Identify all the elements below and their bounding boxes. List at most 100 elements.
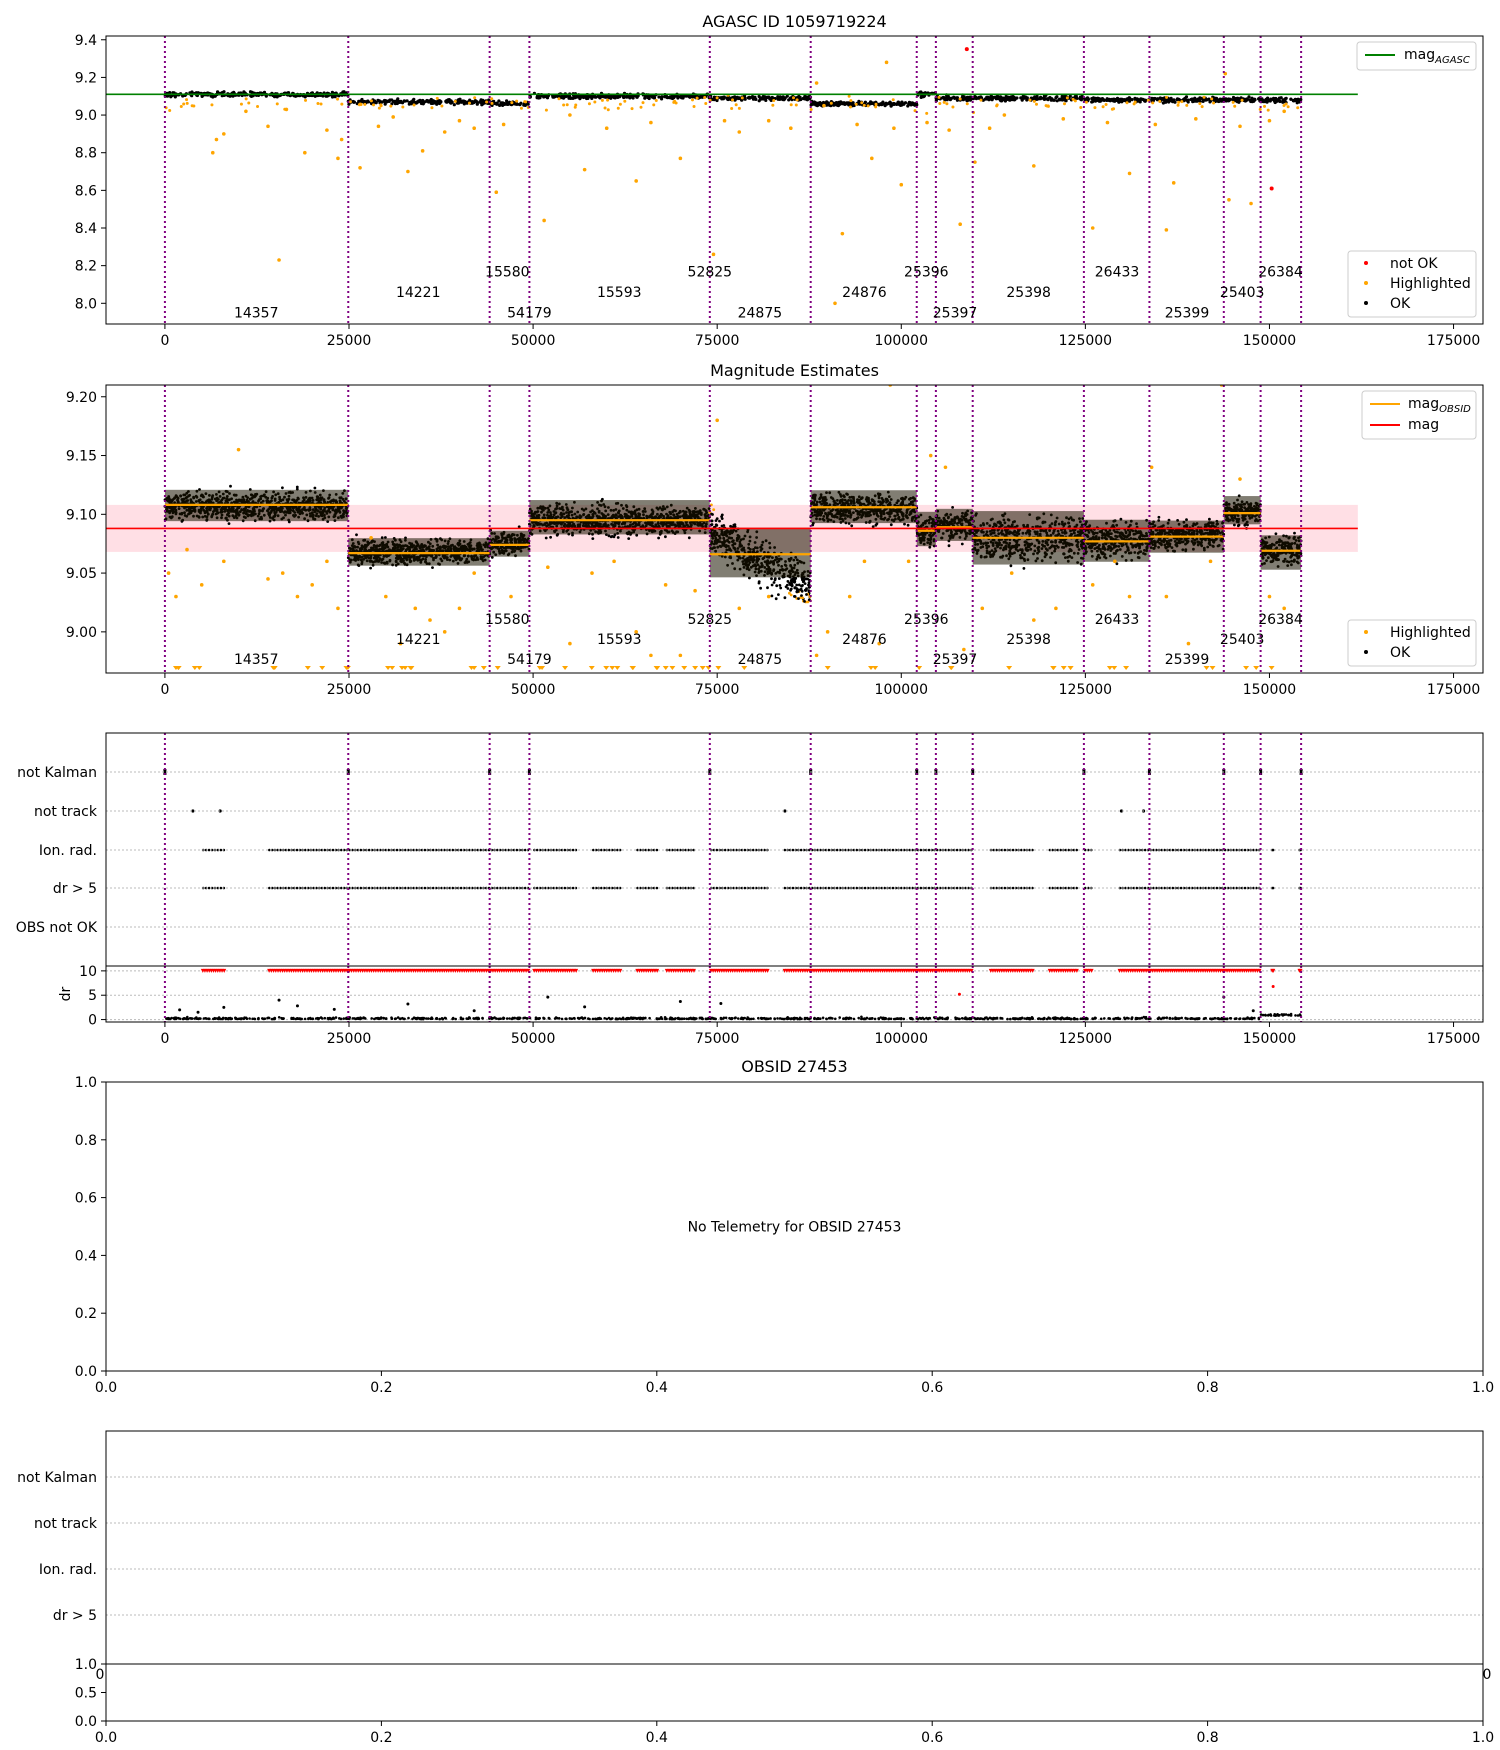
agasc-highlighted-point [942,100,946,104]
agasc-obsid-label: 24875 [738,306,783,322]
agasc-highlighted-point [1267,118,1272,123]
agasc-highlighted-point [519,106,523,110]
agasc-highlighted-point [376,124,381,129]
agasc-ok-point [900,103,904,107]
agasc-ok-point [836,103,840,108]
agasc-highlighted-point [401,105,405,109]
agasc-highlighted-point [945,102,949,106]
agasc-ok-point [604,94,608,98]
agasc-ok-point [352,100,356,104]
agasc-highlighted-point [1062,102,1066,106]
agasc-ok-point [412,97,416,101]
agasc-highlighted-point [947,128,951,132]
agasc-ok-point [478,100,482,104]
agasc-ok-point [847,101,851,105]
agasc-ytick-label: 8.8 [75,146,97,162]
agasc-highlighted-point [639,105,643,109]
agasc-ok-point [888,100,892,104]
mag-ok-point [759,586,762,590]
agasc-highlighted-point [1210,97,1214,101]
agasc-ok-point [1291,98,1296,103]
agasc-highlighted-point [848,105,852,109]
agasc-highlighted-point [316,101,320,105]
agasc-highlighted-point [587,102,591,106]
agasc-ok-point [950,96,954,100]
agasc-obsid-label: 25396 [904,264,949,280]
mag-ok-point [601,497,604,501]
agasc-highlighted-point [1194,117,1198,121]
mag-ok-point [777,577,781,580]
agasc-highlighted-point [1185,103,1189,107]
mag-ok-point [710,519,714,523]
agasc-ok-point [1063,94,1067,98]
mag-ok-point [687,536,691,540]
agasc-xtick-label: 100000 [875,333,928,349]
agasc-ok-point [377,99,381,103]
mag-ok-point [281,486,284,490]
agasc-ok-point [1261,100,1265,104]
agasc-highlighted-point [1151,101,1155,105]
agasc-ok-point [1282,99,1286,104]
agasc-ok-point [589,94,593,98]
agasc-obsid-label: 25397 [933,306,978,322]
agasc-ok-point [1239,96,1243,100]
agasc-not-ok-point [1269,186,1274,191]
agasc-highlighted-point [304,98,308,102]
agasc-ok-point [1264,97,1268,101]
mag-ok-point [229,484,232,488]
agasc-ytick-label: 8.6 [75,183,97,199]
agasc-ok-point [1191,100,1195,104]
agasc-ok-point [1060,98,1064,102]
agasc-highlighted-point [833,301,837,306]
agasc-highlighted-point [1073,99,1077,103]
mag-ok-point [431,566,434,569]
agasc-highlighted-point [256,104,260,108]
agasc-ok-point [387,99,391,103]
agasc-ok-point [968,98,973,102]
agasc-ok-point [623,95,628,99]
mag-ok-point [803,600,806,603]
mag-ok-point [313,486,317,490]
agasc-ok-point [390,102,394,106]
mag-ok-point [777,593,780,596]
agasc-ok-point [429,97,433,102]
agasc-ok-point [643,96,647,100]
agasc-highlighted-point [244,109,248,114]
agasc-highlighted-point [1158,99,1162,103]
agasc-ok-point [1295,98,1299,102]
agasc-ok-point [374,101,378,105]
agasc-ok-point [1023,95,1028,99]
agasc-ok-point [1068,94,1072,98]
mag-ok-point [635,533,639,537]
agasc-highlighted-point [1093,106,1097,110]
agasc-ok-point [463,101,467,105]
agasc-highlighted-point [1164,228,1169,232]
agasc-highlighted-point [849,99,853,103]
agasc-ok-point [712,95,716,99]
agasc-highlighted-point [870,156,874,161]
agasc-highlighted-point [703,95,707,99]
agasc-highlighted-point [593,100,597,104]
agasc-highlighted-point [874,105,878,109]
agasc-highlighted-point [435,96,439,100]
agasc-highlighted-point [711,252,716,257]
agasc-highlighted-point [892,126,896,131]
agasc-highlighted-point [1061,117,1066,121]
agasc-ok-point [816,101,821,105]
mag-ok-point [355,533,358,537]
agasc-highlighted-point [649,120,653,125]
agasc-highlighted-point [1202,95,1206,99]
agasc-ok-point [657,95,661,99]
agasc-highlighted-point [737,130,742,134]
agasc-ok-point [810,102,814,106]
agasc-ok-point [392,100,397,104]
agasc-ok-point [562,95,566,99]
agasc-ok-point [1140,97,1144,101]
agasc-highlighted-point [740,96,744,100]
agasc-highlighted-point [1249,201,1253,206]
agasc-ok-point [1046,98,1050,102]
agasc-highlighted-point [792,96,796,100]
agasc-highlighted-point [210,150,215,155]
agasc-ok-point [380,100,384,104]
agasc-ok-point [913,102,917,106]
